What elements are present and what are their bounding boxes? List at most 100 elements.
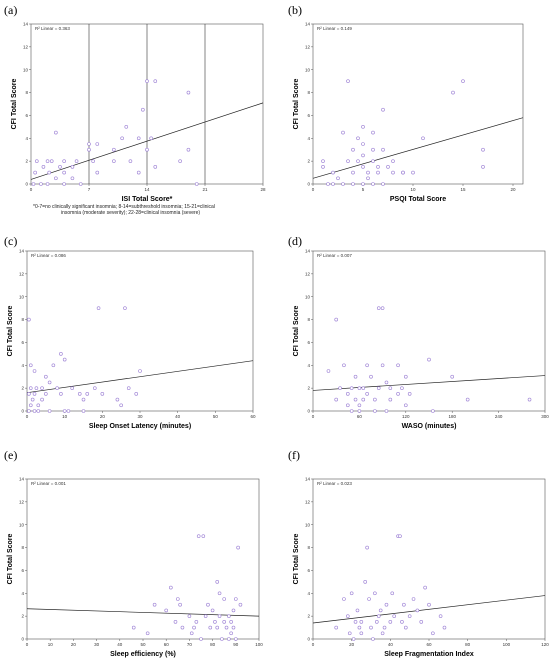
data-point — [126, 386, 131, 390]
data-point — [47, 380, 52, 385]
data-point — [331, 182, 335, 186]
plot-frame — [312, 23, 524, 185]
x-tick-label: 40 — [117, 642, 123, 647]
x-tick-label: 80 — [210, 642, 216, 647]
data-point — [220, 637, 224, 641]
data-point — [427, 357, 431, 362]
data-point — [371, 637, 375, 641]
data-point — [355, 608, 360, 613]
data-point — [357, 386, 362, 390]
y-tick-label: 0 — [307, 637, 310, 642]
data-point — [338, 386, 342, 390]
data-point — [32, 409, 37, 413]
data-point — [222, 597, 226, 601]
chart-panel-6: (f) 0 2 4 6 8 10 12 14 0 20 40 60 80 100 120 R² Linear =… — [288, 448, 549, 658]
data-point — [194, 620, 199, 624]
data-point — [369, 625, 373, 630]
data-point — [376, 386, 381, 390]
y-tick-label: 4 — [307, 363, 310, 368]
data-point — [31, 182, 36, 186]
data-point — [77, 392, 82, 396]
data-point — [70, 176, 75, 181]
y-tick-label: 2 — [21, 386, 24, 391]
chart-panel-1: (a) 0 2 4 6 8 10 12 14 0 7 14 21 28 R² Linear = 0.363 I… — [4, 3, 266, 216]
data-point — [396, 363, 400, 368]
data-point — [384, 380, 389, 385]
data-point — [178, 602, 182, 607]
y-tick-label: 4 — [25, 136, 28, 141]
data-point — [136, 136, 141, 141]
x-tick-label: 70 — [187, 642, 193, 647]
x-tick-label: 30 — [94, 642, 100, 647]
data-point — [346, 79, 350, 83]
data-point — [371, 159, 375, 163]
data-point — [30, 397, 35, 402]
data-point — [351, 147, 355, 152]
data-point — [34, 159, 39, 163]
data-point — [87, 142, 91, 146]
data-point — [47, 409, 52, 413]
panel-letter: (f) — [288, 448, 300, 462]
data-point — [353, 374, 358, 379]
x-tick-label: 60 — [426, 642, 432, 647]
data-point — [123, 306, 127, 310]
data-point — [95, 170, 100, 175]
data-point — [431, 631, 435, 636]
data-point — [186, 90, 191, 95]
y-tick-label: 14 — [19, 477, 25, 482]
data-point — [62, 182, 66, 186]
data-point — [363, 580, 368, 584]
y-tick-label: 0 — [307, 182, 310, 187]
footnote-line: insomnia (moderate severity); 22-28=clin… — [61, 210, 200, 216]
data-point — [58, 165, 62, 169]
data-point — [128, 159, 133, 163]
data-point — [145, 147, 149, 152]
data-point — [194, 182, 199, 186]
data-point — [87, 147, 91, 152]
data-point — [356, 159, 360, 163]
r-squared-label: R² Linear = 0.023 — [317, 481, 352, 486]
x-tick-label: 21 — [202, 187, 208, 192]
data-point — [100, 392, 105, 396]
data-point — [361, 125, 365, 129]
data-point — [402, 602, 406, 607]
data-point — [392, 614, 397, 618]
y-tick-label: 12 — [19, 499, 25, 504]
y-axis-title: CFI Total Score — [293, 78, 300, 129]
regression-line — [312, 117, 524, 179]
data-point — [62, 170, 66, 175]
plot-frame — [312, 250, 546, 412]
data-point — [442, 625, 447, 630]
data-point — [373, 591, 377, 596]
data-point — [145, 631, 150, 636]
data-point — [341, 130, 345, 135]
data-point — [234, 637, 238, 641]
data-point — [374, 620, 379, 624]
data-point — [227, 637, 231, 641]
data-point — [210, 608, 215, 613]
regression-line — [26, 360, 254, 394]
data-point — [390, 591, 395, 596]
regression-line — [30, 102, 264, 180]
x-tick-label: 100 — [503, 642, 511, 647]
data-point — [353, 620, 358, 624]
data-point — [229, 631, 233, 636]
data-point — [189, 631, 194, 636]
data-point — [115, 397, 120, 402]
data-point — [49, 159, 54, 163]
data-point — [361, 182, 365, 186]
y-axis-title: CFI Total Score — [7, 533, 14, 584]
data-point — [112, 159, 116, 163]
data-point — [384, 409, 389, 413]
data-point — [40, 386, 44, 390]
x-tick-label: 5 — [362, 187, 365, 192]
x-tick-label: 80 — [465, 642, 471, 647]
data-point — [403, 625, 408, 630]
data-point — [341, 182, 345, 186]
y-tick-label: 2 — [307, 386, 310, 391]
data-point — [62, 357, 67, 362]
data-point — [365, 545, 369, 550]
x-tick-label: 20 — [100, 414, 106, 419]
data-point — [321, 165, 325, 169]
